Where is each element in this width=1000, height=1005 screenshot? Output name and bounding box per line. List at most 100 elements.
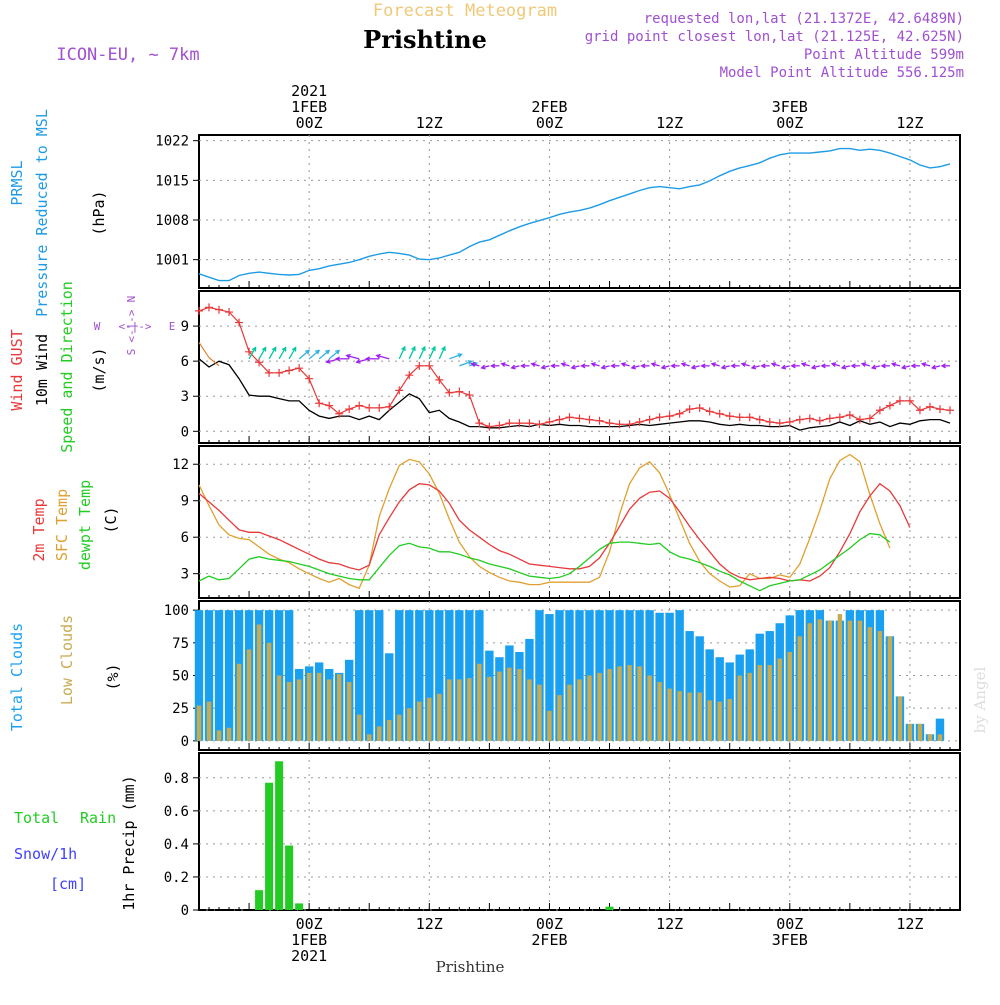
direction-arrow (418, 346, 426, 360)
direction-arrowhead (345, 353, 351, 359)
low-cloud-bar (357, 714, 362, 741)
pressure-ytick-label: 1015 (155, 173, 189, 189)
low-cloud-bar (276, 675, 282, 741)
bottom-time-label: 00Z (536, 915, 563, 933)
wind-speed-line (198, 358, 951, 431)
low-cloud-bar (527, 679, 532, 741)
low-cloud-bar (407, 708, 412, 741)
low-cloud-bar (737, 675, 742, 741)
direction-arrowhead (790, 363, 796, 369)
direction-arrowhead (650, 362, 656, 367)
precip-rain-label: Rain (80, 809, 116, 827)
direction-arrowhead (690, 364, 696, 370)
top-time-label: 3FEB (772, 98, 808, 116)
gust-marker (835, 413, 844, 422)
gust-marker (905, 396, 914, 405)
product-title: Forecast Meteogram (373, 1, 557, 21)
gust-marker (315, 399, 324, 408)
direction-arrow (258, 347, 267, 360)
total-cloud-bar (935, 718, 945, 741)
gust-marker (535, 420, 544, 429)
low-cloud-bar (477, 663, 482, 741)
direction-arrow (376, 354, 390, 360)
precip-ytick-label: 0.6 (164, 804, 189, 820)
total-cloud-bar (575, 610, 584, 741)
model-altitude: Model Point Altitude 556.125m (720, 65, 964, 81)
precip-ytick-label: 0.4 (164, 837, 189, 853)
direction-arrow (298, 349, 310, 360)
low-cloud-bar (627, 665, 632, 741)
low-cloud-bar (196, 705, 202, 741)
direction-arrowhead (251, 346, 257, 352)
direction-arrowhead (640, 363, 646, 369)
bottom-time-label: 12Z (896, 915, 923, 933)
direction-arrow (308, 349, 320, 360)
compass-h: <-|-> (118, 320, 151, 333)
low-cloud-bar (437, 693, 442, 741)
gust-marker (705, 407, 714, 416)
gust-marker (745, 413, 754, 422)
rain-bar (265, 782, 274, 910)
gust-marker (945, 406, 954, 415)
gust-marker (845, 410, 854, 419)
gust-marker (725, 412, 734, 421)
direction-arrowhead (870, 364, 877, 370)
low-cloud-bar (837, 614, 843, 741)
low-cloud-bar (216, 730, 222, 741)
total-cloud-bar (435, 610, 444, 741)
low-cloud-bar (897, 696, 903, 741)
direction-arrowhead (431, 345, 436, 352)
low-cloud-bar (717, 701, 722, 741)
low-cloud-bar (937, 734, 943, 741)
low-cloud-bar (296, 679, 302, 741)
total-cloud-bar (455, 610, 464, 741)
low-cloud-bar (817, 619, 823, 741)
direction-arrowhead (670, 363, 676, 369)
direction-arrowhead (600, 364, 606, 370)
compass-n: N (125, 296, 138, 303)
direction-arrowhead (467, 360, 473, 365)
direction-arrowhead (355, 358, 361, 364)
pressure-ytick-label: 1008 (155, 213, 189, 229)
gust-marker (455, 387, 464, 396)
low-cloud-bar (236, 663, 242, 741)
wind-label: 10m Wind (33, 334, 51, 406)
low-cloud-bar (346, 682, 352, 741)
direction-arrowhead (590, 362, 596, 367)
watermark: by Angel (971, 666, 989, 733)
gust-marker (485, 422, 494, 431)
top-time-label: 2FEB (531, 98, 567, 116)
direction-arrowhead (421, 345, 426, 352)
direction-arrowhead (660, 364, 666, 370)
low-cloud-bar (557, 695, 562, 741)
gust-marker (245, 347, 254, 356)
low-cloud-bar (507, 667, 512, 741)
clouds-ytick-label: 25 (172, 701, 189, 717)
gust-marker (615, 420, 624, 429)
top-time-label: 00Z (296, 114, 323, 132)
top-time-label: 12Z (656, 114, 683, 132)
direction-arrowhead (364, 356, 371, 362)
low-cloud-bar (537, 684, 542, 741)
gust-marker (495, 421, 504, 430)
gust-marker (545, 417, 554, 426)
direction-arrowhead (500, 362, 506, 367)
pressure-frame (198, 134, 961, 289)
low-cloud-bar (367, 734, 372, 741)
low-cloud-bar (206, 701, 212, 741)
direction-arrowhead (900, 364, 907, 370)
gust-marker (575, 414, 584, 423)
wind-unit: (m/s) (90, 347, 108, 392)
clouds-unit: (%) (104, 663, 122, 690)
gust-marker (525, 419, 534, 428)
gust-marker (335, 409, 344, 418)
gust-marker (885, 401, 894, 410)
precip-ytick-label: 0.8 (164, 771, 189, 787)
low-cloud-bar (887, 636, 893, 741)
total-cloud-bar (204, 610, 214, 741)
direction-arrowhead (271, 346, 277, 352)
direction-arrowhead (850, 363, 856, 369)
direction-arrowhead (580, 363, 586, 369)
low-cloud-bar (637, 666, 642, 741)
